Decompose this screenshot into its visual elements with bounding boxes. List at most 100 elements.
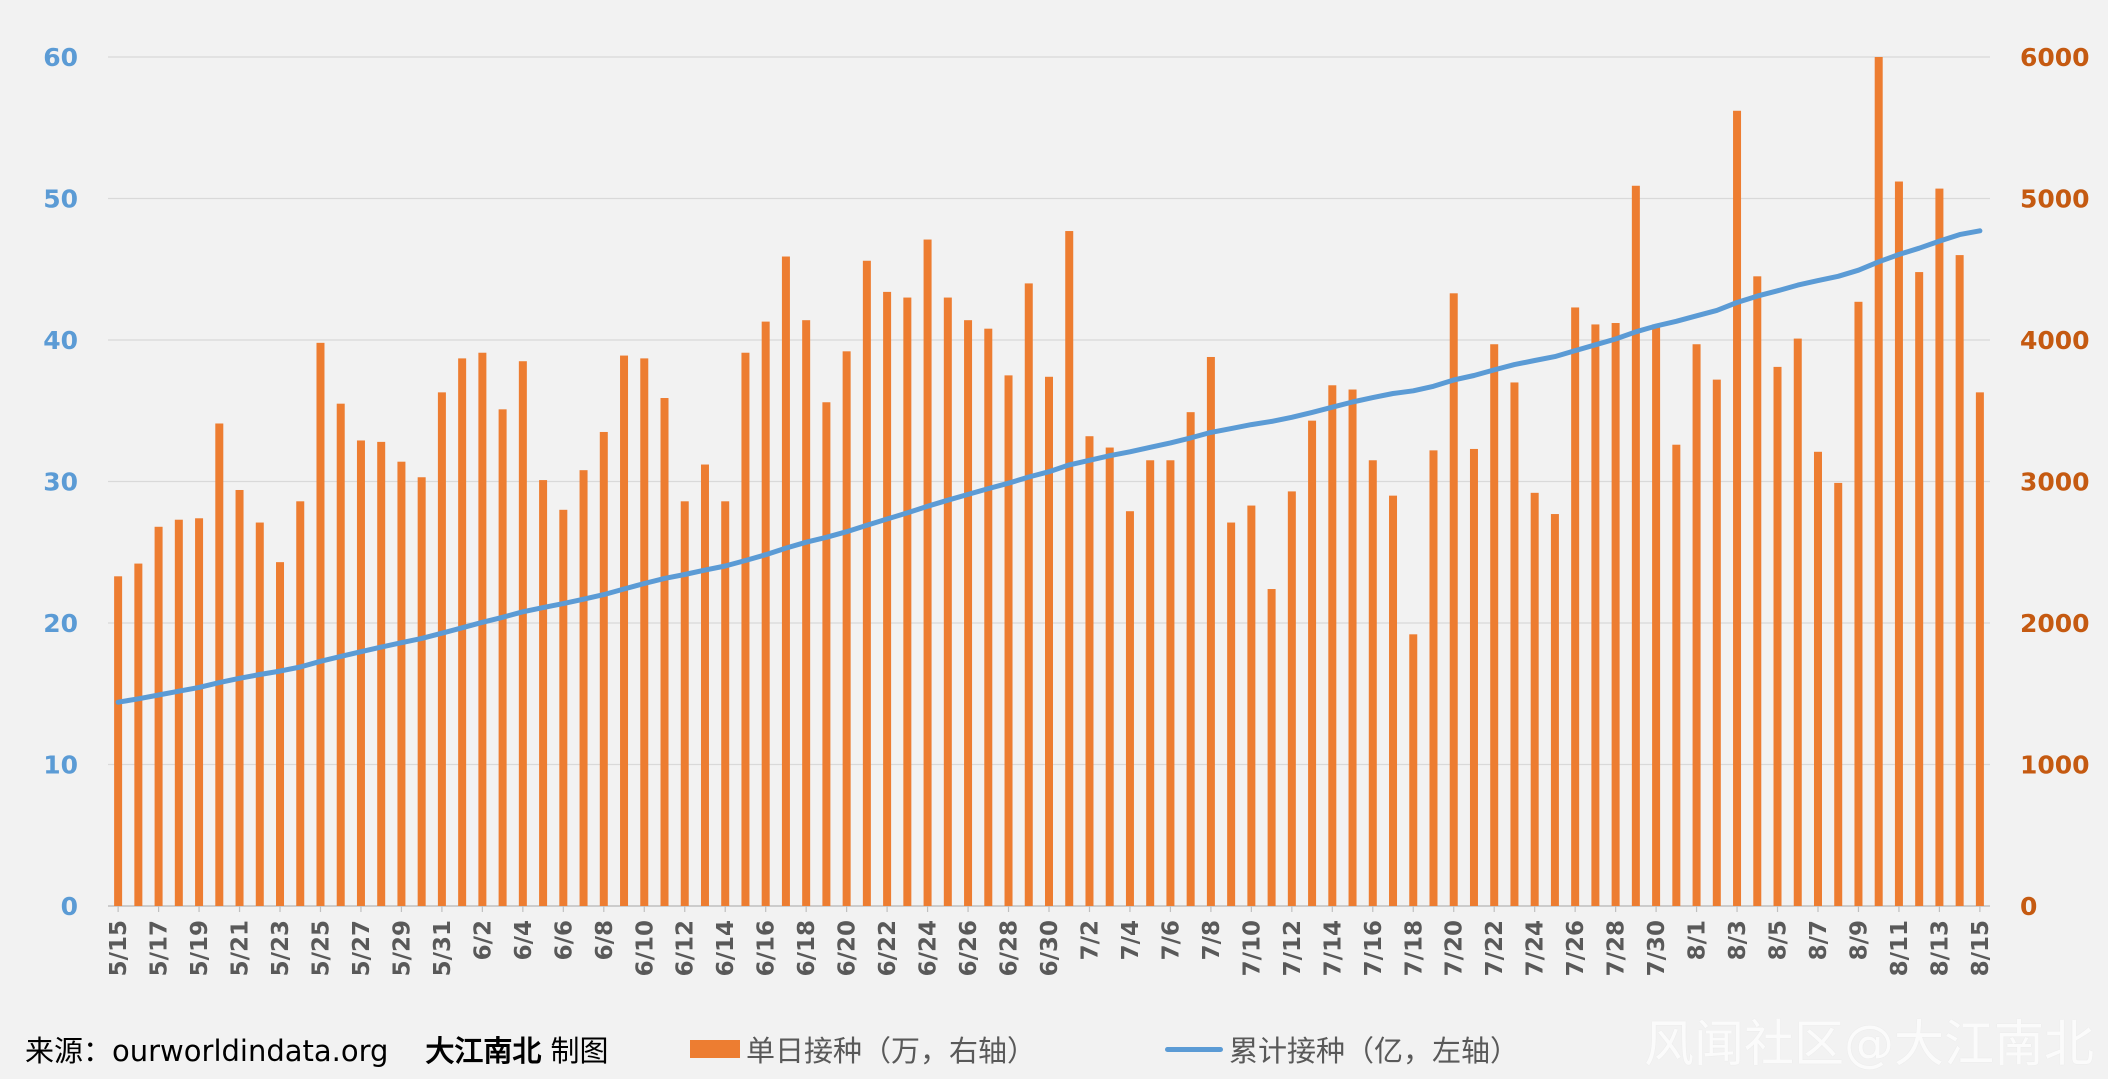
- bar: [397, 461, 406, 906]
- x-axis-tick-label: 6/24: [916, 920, 942, 976]
- right-axis-tick-label: 0: [2020, 892, 2037, 921]
- x-axis-tick-label: 8/9: [1847, 920, 1873, 960]
- legend-item-line: 累计接种（亿，左轴）: [1165, 1028, 1519, 1070]
- x-axis-tick-label: 7/24: [1523, 920, 1549, 976]
- bar: [1490, 344, 1499, 906]
- left-axis-tick-label: 50: [43, 185, 78, 214]
- x-axis-tick-label: 7/18: [1401, 920, 1427, 976]
- x-axis-tick-label: 6/14: [713, 920, 739, 976]
- x-axis-tick-label: 6/6: [551, 920, 577, 960]
- bar: [842, 351, 851, 906]
- x-axis-tick-label: 6/4: [511, 920, 537, 960]
- bar: [984, 328, 993, 906]
- bar: [1571, 307, 1580, 907]
- bar: [1874, 57, 1883, 906]
- x-axis-tick-label: 6/10: [632, 920, 658, 976]
- x-axis-tick-label: 5/27: [349, 920, 375, 976]
- bar: [1753, 276, 1762, 906]
- bar: [377, 441, 386, 906]
- bar: [862, 260, 871, 906]
- bar: [1186, 412, 1195, 906]
- bar: [1813, 451, 1822, 906]
- x-axis-tick-label: 6/18: [794, 920, 820, 976]
- bar: [680, 501, 689, 906]
- x-axis-tick-label: 6/12: [673, 920, 699, 976]
- bar: [1773, 366, 1782, 906]
- bar: [579, 470, 588, 906]
- bar: [1348, 389, 1357, 906]
- author-suffix: 制图: [541, 1034, 609, 1068]
- x-axis-tick-label: 6/20: [835, 920, 861, 976]
- bar: [437, 392, 446, 907]
- bar: [1409, 634, 1418, 906]
- bar: [1024, 283, 1033, 906]
- bar: [781, 256, 790, 906]
- x-axis-tick-label: 5/17: [147, 920, 173, 976]
- x-axis-tick-label: 6/30: [1037, 920, 1063, 976]
- bar-series: [114, 57, 1984, 907]
- left-axis-tick-label: 0: [61, 892, 78, 921]
- x-axis-tick-label: 8/11: [1887, 920, 1913, 976]
- bar: [1206, 356, 1215, 907]
- bar: [1591, 324, 1600, 906]
- left-axis-tick-label: 40: [43, 326, 78, 355]
- right-axis-tick-label: 4000: [2020, 326, 2090, 355]
- bar: [1793, 338, 1802, 907]
- bar: [559, 509, 568, 906]
- bar: [822, 402, 831, 906]
- bar: [1915, 272, 1924, 907]
- bar: [1935, 188, 1944, 907]
- bar: [1834, 482, 1843, 906]
- bar: [296, 501, 305, 906]
- x-axis-tick-label: 6/2: [470, 920, 496, 960]
- legend-bar-swatch: [690, 1040, 740, 1058]
- bar: [114, 576, 123, 906]
- left-axis-tick-label: 30: [43, 468, 78, 497]
- bar: [498, 409, 507, 906]
- bar: [195, 518, 204, 906]
- bar: [1611, 323, 1620, 906]
- bar: [1631, 185, 1640, 906]
- bar: [1146, 460, 1155, 906]
- bar: [1692, 344, 1701, 906]
- legend-item-bar: 单日接种（万，右轴）: [690, 1028, 1036, 1070]
- source-note: 来源：ourworldindata.org 大江南北 制图: [25, 1028, 609, 1070]
- author-name: 大江南北: [425, 1034, 542, 1068]
- x-axis-tick-label: 7/2: [1078, 920, 1104, 960]
- x-axis-tick-label: 7/16: [1361, 920, 1387, 976]
- x-axis-tick-label: 7/6: [1158, 920, 1184, 960]
- bar: [903, 297, 912, 906]
- bar: [640, 358, 649, 906]
- bar: [721, 501, 730, 906]
- right-axis-tick-label: 3000: [2020, 468, 2090, 497]
- bar: [417, 477, 426, 906]
- bar: [1085, 436, 1094, 906]
- bar: [620, 355, 629, 906]
- bar: [923, 239, 932, 906]
- bar: [539, 480, 548, 906]
- x-axis-tick-label: 7/14: [1320, 920, 1346, 976]
- cumulative-line: [115, 228, 1983, 705]
- bar: [134, 563, 143, 906]
- left-axis-tick-label: 60: [43, 43, 78, 72]
- bar: [1712, 379, 1721, 906]
- bar: [1267, 589, 1276, 906]
- x-axis-tick-label: 7/28: [1604, 920, 1630, 976]
- bar: [964, 320, 973, 906]
- right-axis-tick-label: 2000: [2020, 609, 2090, 638]
- right-axis-tick-label: 1000: [2020, 751, 2090, 780]
- x-axis-tick-label: 8/3: [1725, 920, 1751, 960]
- x-axis-tick-label: 5/21: [228, 920, 254, 976]
- bar: [1065, 231, 1074, 907]
- right-axis: 0 1000 2000 3000 4000 5000 6000: [2020, 43, 2090, 921]
- bar: [1166, 460, 1175, 906]
- bar: [255, 522, 264, 906]
- x-axis-tick-label: 7/4: [1118, 920, 1144, 960]
- x-axis-tick-label: 7/26: [1563, 920, 1589, 976]
- x-axis-tick-label: 6/26: [956, 920, 982, 976]
- bar: [1287, 491, 1296, 906]
- bar: [458, 358, 467, 906]
- x-axis-tick-label: 6/8: [592, 920, 618, 960]
- x-axis-tick-label: 5/31: [430, 920, 456, 976]
- x-axis-tick-label: 6/16: [754, 920, 780, 976]
